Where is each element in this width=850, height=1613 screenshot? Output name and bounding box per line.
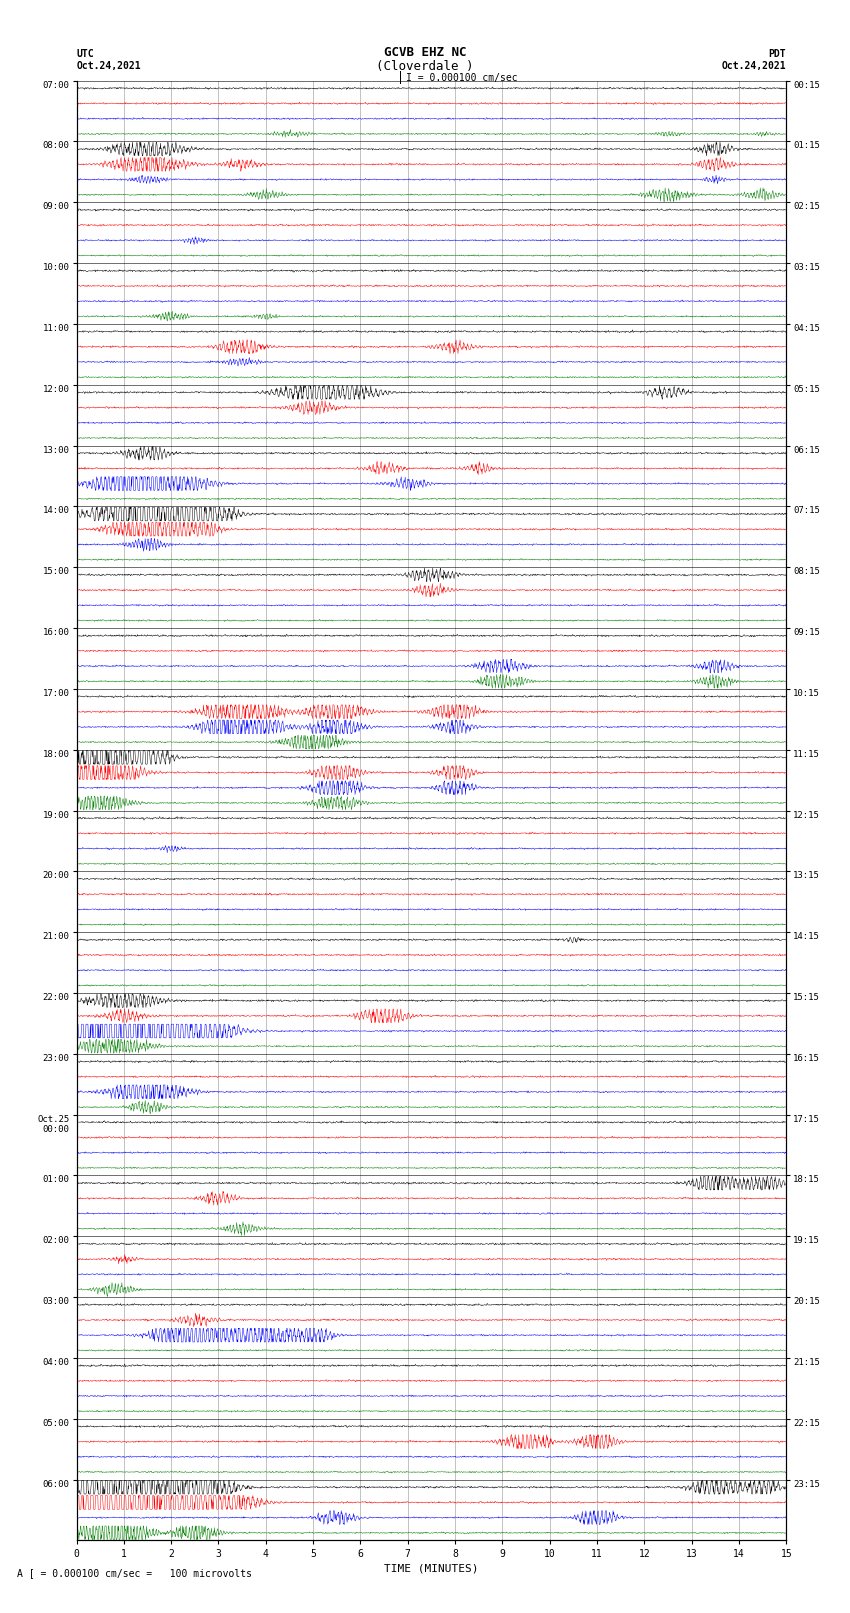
Text: A [ = 0.000100 cm/sec =   100 microvolts: A [ = 0.000100 cm/sec = 100 microvolts — [17, 1568, 252, 1578]
Text: PDT: PDT — [768, 48, 786, 58]
Text: I = 0.000100 cm/sec: I = 0.000100 cm/sec — [406, 73, 518, 84]
X-axis label: TIME (MINUTES): TIME (MINUTES) — [384, 1563, 479, 1574]
Text: GCVB EHZ NC: GCVB EHZ NC — [383, 45, 467, 58]
Text: UTC: UTC — [76, 48, 94, 58]
Text: Oct.24,2021: Oct.24,2021 — [722, 61, 786, 71]
Text: Oct.24,2021: Oct.24,2021 — [76, 61, 141, 71]
Text: (Cloverdale ): (Cloverdale ) — [377, 60, 473, 73]
